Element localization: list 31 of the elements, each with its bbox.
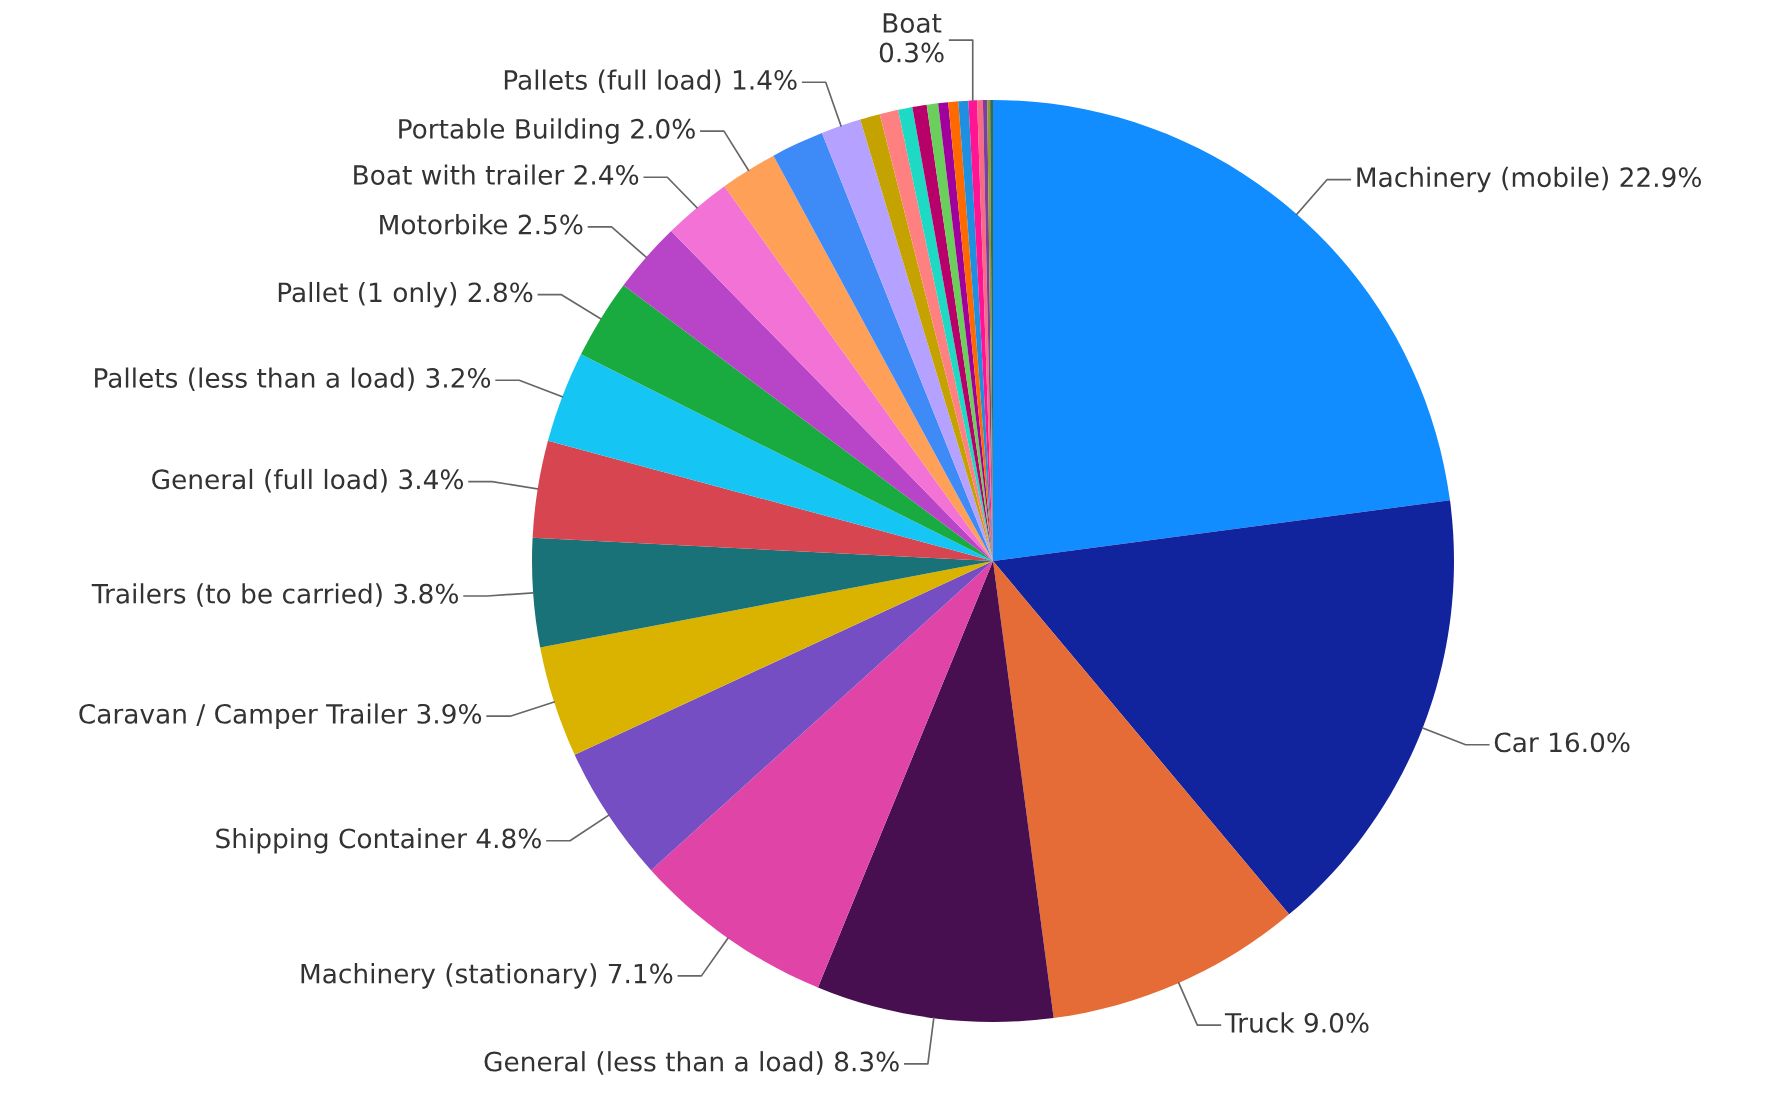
slice-label: Machinery (stationary) 7.1% bbox=[301, 963, 673, 989]
pie-slice bbox=[993, 500, 1454, 915]
slice-label: Motorbike 2.5% bbox=[380, 214, 583, 235]
pie-slice bbox=[580, 285, 993, 561]
pie-slice bbox=[817, 561, 1054, 1022]
slice-label: Car 16.0% bbox=[1494, 732, 1630, 753]
slice-label: Caravan / Camper Trailer 3.9% bbox=[79, 703, 482, 729]
pie-slice bbox=[773, 132, 993, 561]
pie-slice bbox=[547, 354, 993, 561]
slice-label: Boat with trailer 2.4% bbox=[354, 164, 639, 185]
slice-label: Pallet (1 only) 2.8% bbox=[278, 281, 533, 308]
pie-slice bbox=[926, 103, 993, 561]
pie-slice bbox=[574, 561, 993, 871]
pie-slice bbox=[540, 561, 993, 755]
slice-label: Boat bbox=[883, 13, 942, 33]
pie-slice bbox=[821, 119, 993, 561]
slice-label: Trailers (to be carried) 3.8% bbox=[91, 583, 458, 607]
slice-label: General (less than a load) 8.3% bbox=[484, 1051, 899, 1075]
pie-slice bbox=[623, 230, 993, 561]
pie-slice bbox=[532, 537, 993, 648]
pie-slice bbox=[532, 440, 993, 561]
pie-slice bbox=[898, 107, 993, 561]
slice-label: Machinery (mobile) 22.9% bbox=[1357, 166, 1701, 193]
slice-label: Shipping Container 4.8% bbox=[216, 827, 541, 854]
slice-label: Pallets (less than a load) 3.2% bbox=[95, 367, 491, 392]
slice-label: Pallets (full load) 1.4% bbox=[504, 69, 797, 94]
slice-label: Portable Building 2.0% bbox=[399, 118, 695, 144]
data-label: 0.3% bbox=[879, 42, 944, 63]
pie-slice bbox=[724, 155, 993, 561]
slice-label: Truck 9.0% bbox=[1224, 1012, 1369, 1033]
slice-label: General (full load) 3.4% bbox=[152, 468, 464, 493]
